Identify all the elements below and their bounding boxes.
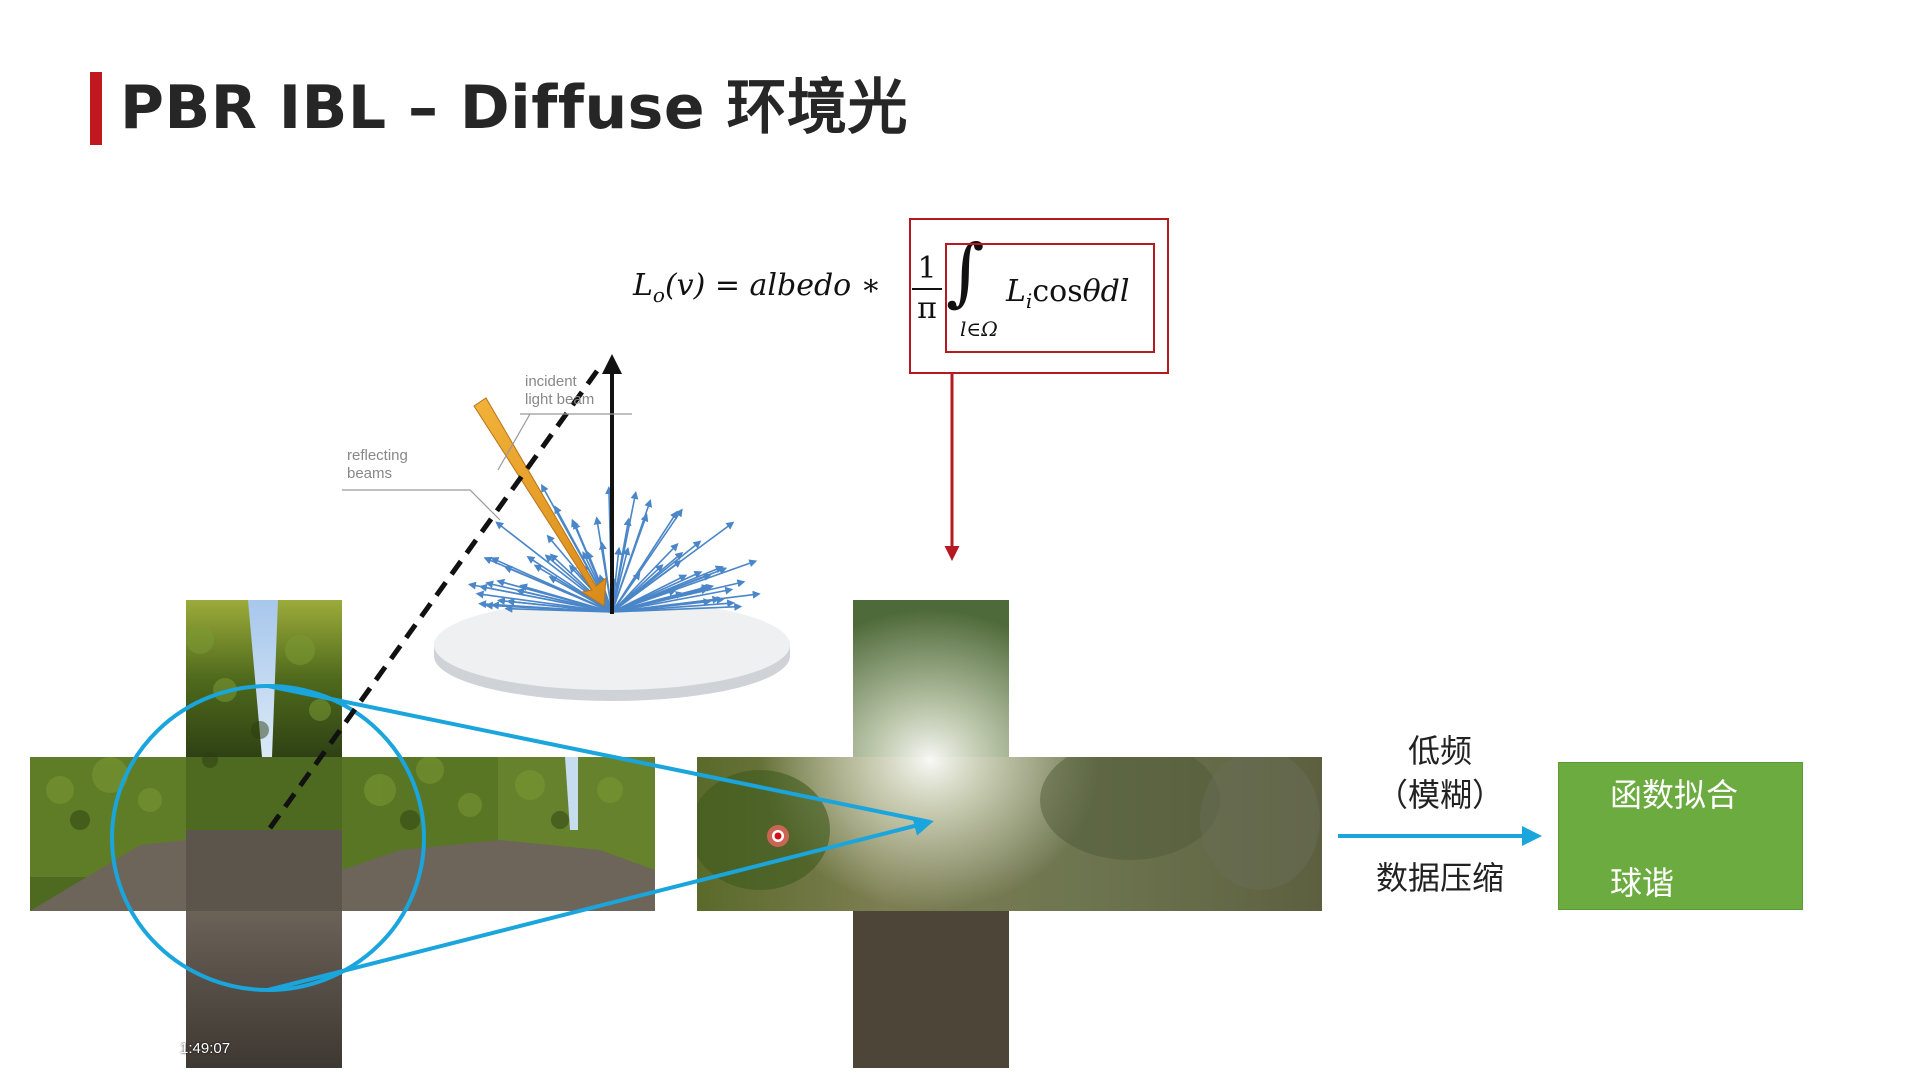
fraction-one-over-pi: 1 π [912, 250, 942, 328]
incident-light-label: incident light beam [525, 373, 595, 408]
reflecting-beams-label: reflecting beams [347, 447, 408, 482]
reflected-beam [611, 591, 684, 613]
low-frequency-label: 低频 [1407, 732, 1472, 770]
incident-beam-arrow [473, 397, 607, 607]
reflected-beam [611, 513, 649, 613]
formula-highlight-outer [909, 218, 1169, 374]
spherical-harmonics-box [1558, 762, 1803, 910]
reflected-beam [611, 543, 679, 613]
formula-highlight-inner [945, 243, 1155, 353]
reflected-beam [611, 564, 664, 613]
spherical-harmonics-label: 球谐 [1610, 864, 1675, 902]
reflected-beam [571, 518, 613, 613]
video-timestamp: 1:49:07 [180, 1040, 231, 1057]
view-direction-dashed-line [267, 362, 605, 830]
reflected-beam [467, 581, 613, 613]
integral-domain: l∈Ω [960, 317, 998, 341]
integrand: Licosθdl [1006, 274, 1130, 313]
reflected-beam [503, 565, 613, 613]
reflected-beam [504, 604, 613, 613]
function-fitting-label: 函数拟合 [1610, 776, 1739, 814]
sample-point-marker [767, 825, 789, 847]
reflected-beam [611, 574, 688, 613]
reflected-beam [611, 588, 677, 613]
reflected-beam [611, 586, 734, 613]
reflected-beams-group [467, 483, 761, 613]
reflected-beam [611, 571, 641, 613]
data-compression-label: 数据压缩 [1375, 859, 1504, 897]
sample-magnifier [110, 684, 934, 992]
blur-label: （模糊） [1375, 776, 1504, 814]
rendering-equation-lhs: Lo(v) = albedo ∗ [633, 268, 882, 307]
reflected-beam [593, 516, 613, 613]
integral-sign: ∫ [946, 229, 985, 315]
slide-title: PBR IBL – Diffuse 环境光 [120, 73, 908, 143]
reflected-beam [526, 556, 613, 613]
reflected-beam [497, 597, 613, 613]
hemisphere-diagram [434, 600, 790, 701]
reflected-beam [611, 595, 721, 613]
reflected-beam [496, 578, 613, 613]
reflected-beam [611, 517, 632, 613]
title-accent-bar [90, 72, 102, 145]
